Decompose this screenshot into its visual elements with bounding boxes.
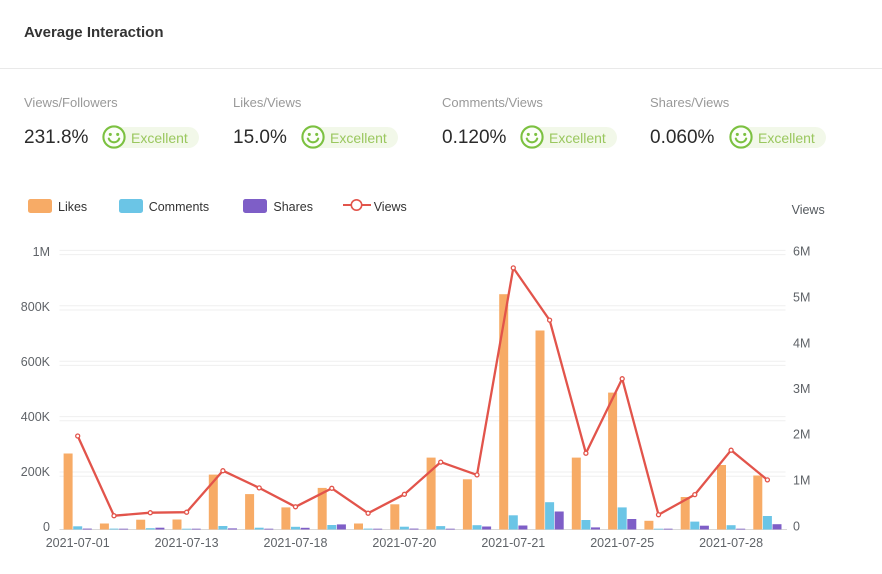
svg-text:0: 0 — [43, 520, 50, 534]
svg-text:2M: 2M — [793, 428, 810, 442]
svg-text:2021-07-28: 2021-07-28 — [699, 536, 763, 550]
svg-text:800K: 800K — [21, 300, 51, 314]
svg-text:2021-07-25: 2021-07-25 — [590, 536, 654, 550]
svg-text:2021-07-13: 2021-07-13 — [155, 536, 219, 550]
svg-text:600K: 600K — [21, 355, 51, 369]
svg-text:2021-07-18: 2021-07-18 — [264, 536, 328, 550]
svg-text:1M: 1M — [793, 474, 810, 488]
svg-text:400K: 400K — [21, 410, 51, 424]
svg-text:200K: 200K — [21, 465, 51, 479]
svg-text:2021-07-21: 2021-07-21 — [481, 536, 545, 550]
svg-text:5M: 5M — [793, 291, 810, 305]
svg-text:1M: 1M — [33, 245, 50, 259]
svg-text:4M: 4M — [793, 337, 810, 351]
svg-text:2021-07-20: 2021-07-20 — [372, 536, 436, 550]
svg-text:3M: 3M — [793, 382, 810, 396]
svg-text:0: 0 — [793, 520, 800, 534]
svg-text:6M: 6M — [793, 245, 810, 259]
svg-text:2021-07-01: 2021-07-01 — [46, 536, 110, 550]
